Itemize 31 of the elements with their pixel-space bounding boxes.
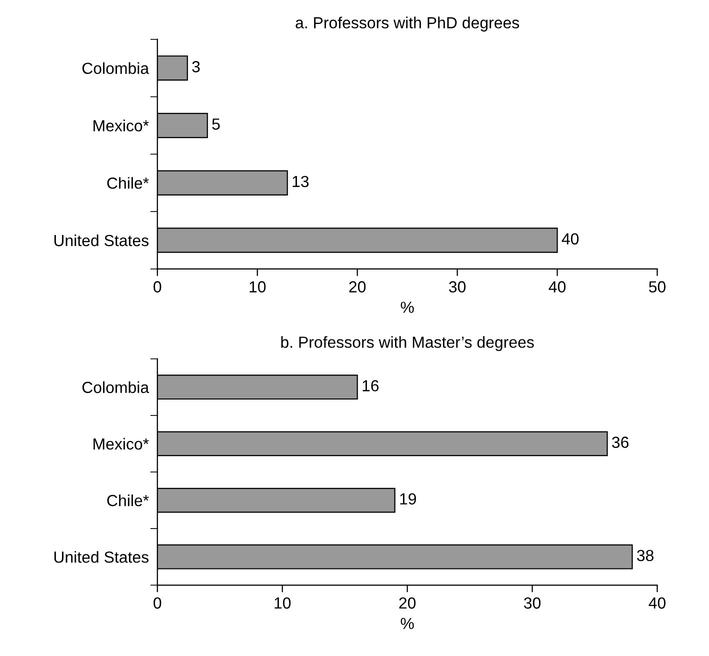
y-tick-label: Mexico* [94, 120, 149, 132]
x-tick-label: 40 [548, 281, 566, 292]
y-tick-label: Colombia [82, 62, 150, 74]
x-tick-label: 0 [154, 281, 162, 292]
x-tick-label: 50 [649, 281, 666, 292]
data-label: 16 [362, 380, 379, 392]
chart-title: b. Professors with Master’s degrees [281, 336, 534, 352]
y-tick-label: United States [54, 551, 148, 563]
x-tick-label: 10 [274, 597, 291, 609]
chart-title: a. Professors with PhD degrees [296, 16, 520, 32]
data-label: 38 [637, 550, 654, 562]
y-tick-label: Chile* [107, 177, 149, 189]
x-axis-title: % [400, 618, 414, 630]
x-tick-label: 0 [154, 597, 162, 609]
x-tick-label: 30 [524, 597, 541, 609]
data-label: 5 [212, 118, 220, 130]
data-label: 19 [400, 493, 416, 505]
x-tick-label: 10 [250, 281, 266, 292]
y-tick-label: United States [54, 234, 148, 246]
data-label: 40 [562, 233, 579, 245]
x-tick-label: 30 [449, 281, 466, 292]
data-label: 36 [612, 436, 628, 448]
data-label: 3 [192, 61, 200, 72]
data-label: 13 [292, 176, 309, 188]
y-tick-label: Colombia [82, 381, 150, 394]
y-tick-label: Chile* [107, 494, 149, 506]
x-tick-label: 20 [399, 597, 416, 609]
x-axis-title: % [400, 302, 414, 313]
x-tick-label: 20 [349, 281, 366, 292]
y-tick-label: Mexico* [94, 438, 149, 450]
x-tick-label: 40 [648, 597, 666, 609]
